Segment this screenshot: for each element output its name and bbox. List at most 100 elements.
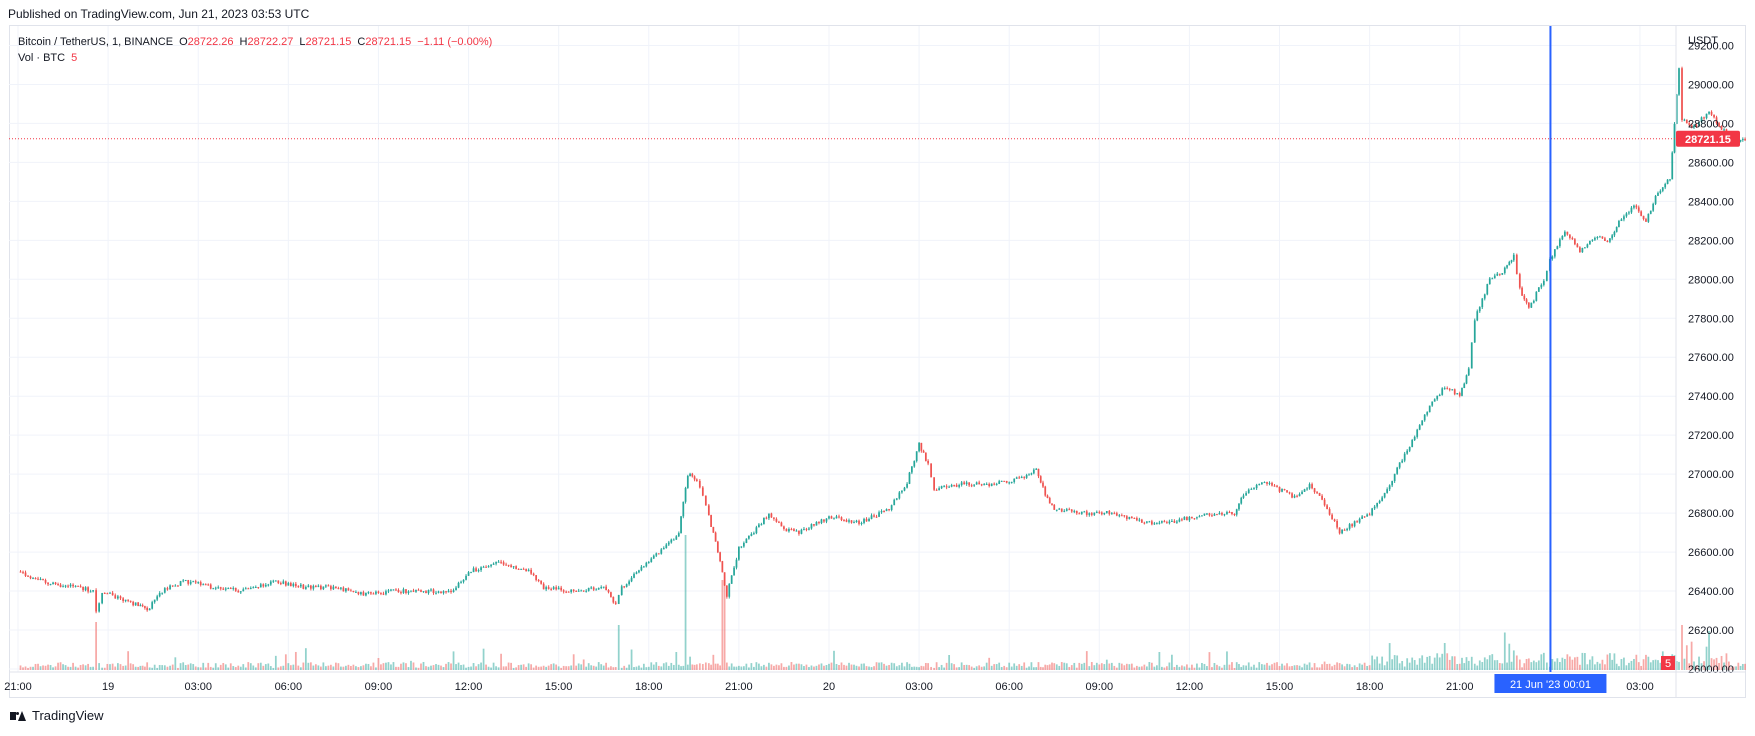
candle-body bbox=[693, 476, 696, 480]
volume-bar bbox=[259, 662, 262, 670]
volume-bar bbox=[124, 665, 127, 670]
volume-bar bbox=[1640, 665, 1643, 670]
candle-body bbox=[171, 585, 174, 587]
candle-body bbox=[719, 552, 721, 562]
volume-bar bbox=[575, 665, 578, 670]
candle-body bbox=[707, 505, 710, 516]
candle-body bbox=[1525, 299, 1528, 303]
candle-body bbox=[675, 536, 678, 540]
candle-body bbox=[1481, 298, 1484, 308]
time-tick-label: 09:00 bbox=[1086, 681, 1114, 693]
volume-bar bbox=[800, 664, 803, 670]
candle-body bbox=[602, 586, 605, 588]
symbol-name[interactable]: Bitcoin / TetherUS, 1, BINANCE bbox=[18, 36, 174, 48]
candle-body bbox=[390, 589, 392, 591]
candle-body bbox=[98, 603, 100, 612]
candle-body bbox=[227, 588, 230, 590]
candle-body bbox=[294, 583, 297, 587]
volume-bar bbox=[497, 667, 500, 670]
volume-bar bbox=[865, 666, 868, 670]
volume-bar bbox=[1206, 666, 1208, 670]
candle-body bbox=[1558, 239, 1561, 247]
candle-body bbox=[1075, 510, 1078, 514]
volume-bar bbox=[1715, 657, 1718, 670]
volume-bar bbox=[1235, 662, 1238, 670]
candle-body bbox=[1208, 513, 1211, 516]
candle-body bbox=[1247, 489, 1250, 494]
volume-bar bbox=[505, 666, 507, 670]
chart-grid bbox=[9, 26, 1676, 672]
volume-bar bbox=[370, 666, 372, 670]
volume-bar bbox=[820, 663, 823, 670]
candle-body bbox=[1654, 195, 1657, 204]
candle-body bbox=[595, 589, 598, 591]
volume-bar bbox=[1150, 662, 1153, 670]
candle-body bbox=[1683, 119, 1686, 121]
volume-bar bbox=[362, 665, 365, 670]
volume-bar bbox=[166, 666, 169, 670]
volume-bar bbox=[753, 666, 755, 670]
candle-body bbox=[582, 590, 585, 592]
candle-body bbox=[1183, 516, 1186, 520]
volume-bar bbox=[1250, 666, 1253, 670]
candle-body bbox=[1268, 482, 1271, 484]
volume-bar bbox=[502, 666, 505, 670]
candle-body bbox=[1348, 524, 1351, 529]
candle-body bbox=[1498, 273, 1501, 275]
volume-bar bbox=[415, 667, 417, 670]
volume-bar bbox=[1503, 632, 1506, 670]
volume-bar bbox=[1263, 664, 1266, 670]
volume-bar bbox=[287, 663, 290, 670]
candle-body bbox=[638, 570, 640, 573]
volume-bar bbox=[1291, 666, 1293, 670]
volume-bar bbox=[760, 666, 763, 670]
volume-bar bbox=[878, 662, 880, 670]
candle-body bbox=[422, 591, 425, 593]
volume-bar bbox=[1436, 653, 1439, 670]
candle-body bbox=[597, 588, 600, 590]
candle-body bbox=[279, 583, 282, 585]
candle-body bbox=[993, 483, 996, 485]
volume-bar bbox=[156, 667, 159, 670]
volume-bar bbox=[1458, 663, 1461, 670]
volume-bar bbox=[1735, 666, 1737, 670]
candle-body bbox=[1540, 284, 1543, 288]
candle-body bbox=[287, 583, 290, 586]
volume-bar bbox=[645, 667, 648, 670]
candle-body bbox=[222, 588, 225, 590]
change-value: −1.11 (−0.00%) bbox=[417, 36, 493, 48]
candle-body bbox=[224, 588, 227, 590]
volume-label[interactable]: Vol · BTC bbox=[18, 52, 66, 64]
candle-body bbox=[395, 589, 397, 591]
candle-body bbox=[810, 524, 813, 529]
volume-bar bbox=[1406, 658, 1409, 670]
candle-body bbox=[1343, 529, 1346, 531]
volume-bar bbox=[400, 663, 402, 670]
candle-body bbox=[515, 566, 517, 569]
candle-body bbox=[49, 584, 52, 586]
candle-body bbox=[635, 572, 638, 574]
candle-body bbox=[1436, 395, 1439, 400]
volume-bar bbox=[1032, 667, 1035, 670]
candle-body bbox=[500, 561, 502, 563]
candle-body bbox=[1291, 493, 1293, 498]
candle-body bbox=[592, 587, 595, 590]
candle-body bbox=[1288, 492, 1291, 494]
volume-bar bbox=[684, 535, 687, 670]
footer-brand[interactable]: TradingView bbox=[10, 708, 104, 723]
volume-bar bbox=[1732, 666, 1735, 670]
volume-bar bbox=[793, 664, 795, 670]
volume-bar bbox=[161, 665, 164, 670]
volume-bar bbox=[292, 664, 295, 670]
candle-body bbox=[54, 582, 57, 584]
candle-body bbox=[1318, 492, 1321, 496]
candle-body bbox=[698, 481, 701, 488]
volume-bar bbox=[59, 662, 62, 670]
candle-body bbox=[1606, 241, 1609, 243]
volume-bar bbox=[1693, 661, 1695, 670]
last-price-label: 28721.15 bbox=[1685, 134, 1731, 146]
volume-bar bbox=[1720, 655, 1723, 670]
time-tick-label: 18:00 bbox=[1356, 681, 1384, 693]
volume-bar bbox=[755, 662, 758, 670]
